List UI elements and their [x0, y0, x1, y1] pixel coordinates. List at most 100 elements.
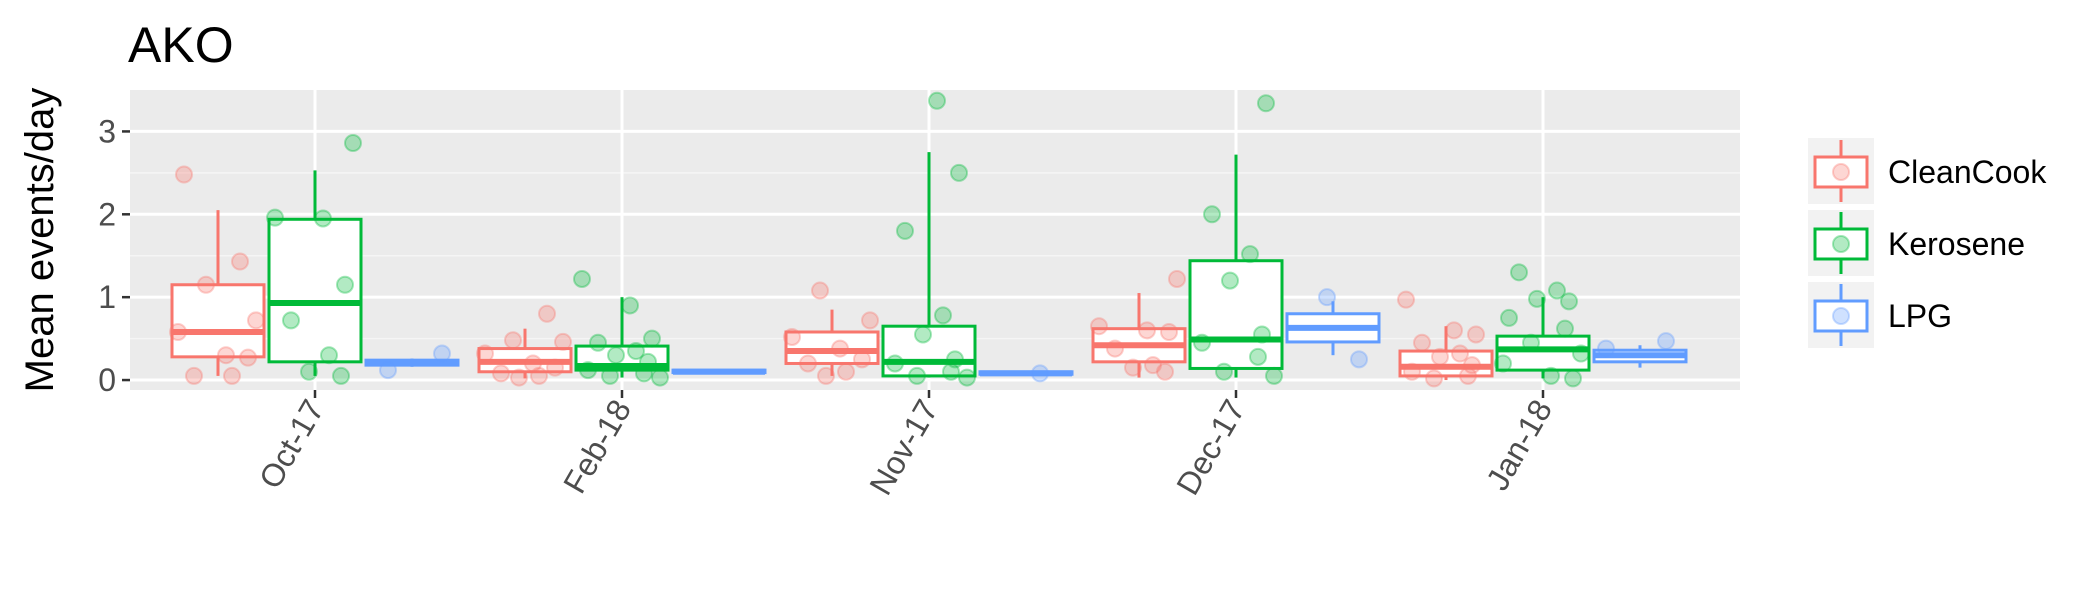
box-body — [170, 283, 266, 359]
data-point — [504, 331, 522, 350]
data-point — [1403, 362, 1421, 381]
data-point — [1548, 281, 1566, 300]
data-point — [607, 346, 625, 365]
box-body — [267, 217, 363, 364]
data-point — [1160, 322, 1178, 341]
data-point — [1031, 364, 1049, 383]
x-tick-label: Nov-17 — [862, 394, 945, 501]
legend-label: LPG — [1888, 298, 1952, 334]
data-point — [1459, 366, 1477, 385]
data-point — [589, 333, 607, 352]
jitter-points — [169, 91, 1675, 388]
data-point — [1397, 290, 1415, 309]
box-kerosene — [1188, 154, 1284, 378]
data-point — [1445, 321, 1463, 340]
data-point — [247, 311, 265, 330]
box-cleancook — [477, 328, 573, 379]
data-point — [601, 366, 619, 385]
data-point — [1556, 319, 1574, 338]
data-point — [524, 354, 542, 373]
legend: CleanCook Kerosene LPG — [1808, 138, 2047, 348]
data-point — [314, 209, 332, 228]
box-kerosene — [1495, 297, 1591, 379]
data-point — [1138, 321, 1156, 340]
data-point — [1510, 263, 1528, 282]
box-lpg — [1592, 345, 1688, 368]
box-body — [784, 330, 880, 365]
data-point — [1451, 344, 1469, 363]
data-point — [1090, 317, 1108, 336]
data-point — [639, 352, 657, 371]
data-point — [1241, 245, 1259, 264]
data-point — [896, 221, 914, 240]
data-point — [1597, 339, 1615, 358]
y-tick-label: 3 — [98, 113, 116, 149]
data-point — [579, 361, 597, 380]
data-point — [1657, 332, 1675, 351]
data-point — [886, 354, 904, 373]
box-cleancook — [1398, 326, 1494, 381]
data-point — [1564, 369, 1582, 388]
data-point — [231, 252, 249, 271]
box-body — [1398, 349, 1494, 378]
legend-key-kerosene — [1808, 210, 1874, 276]
x-tick-label: Feb-18 — [556, 394, 638, 500]
box-kerosene — [267, 170, 363, 376]
x-tick-label: Jan-18 — [1479, 394, 1559, 497]
data-point — [942, 362, 960, 381]
data-point — [1318, 288, 1336, 307]
data-point — [1144, 356, 1162, 375]
box-kerosene — [574, 297, 670, 378]
x-axis: Oct-17 Feb-18 Nov-17 Dec-17 Jan-18 — [252, 390, 1559, 501]
legend-key-lpg — [1808, 282, 1874, 348]
data-point — [336, 275, 354, 294]
legend-key-point — [1832, 307, 1850, 325]
data-point — [554, 332, 572, 351]
data-point — [476, 344, 494, 363]
data-point — [861, 311, 879, 330]
box-kerosene — [881, 152, 977, 378]
data-point — [817, 366, 835, 385]
legend-key-box — [1813, 299, 1869, 333]
data-point — [1193, 333, 1211, 352]
data-point — [1106, 339, 1124, 358]
box-body — [1188, 259, 1284, 370]
y-axis: 0 1 2 3 — [98, 113, 130, 398]
box-cleancook — [1091, 293, 1187, 378]
legend-key-point — [1832, 235, 1850, 253]
data-point — [627, 342, 645, 361]
data-point — [1431, 347, 1449, 366]
data-point — [1168, 269, 1186, 288]
data-point — [1560, 292, 1578, 311]
boxes — [170, 152, 1688, 381]
data-point — [1542, 366, 1560, 385]
data-point — [223, 366, 241, 385]
data-point — [1156, 362, 1174, 381]
data-point — [510, 368, 528, 387]
y-tick-label: 2 — [98, 196, 116, 232]
data-point — [1500, 308, 1518, 327]
data-point — [1467, 325, 1485, 344]
data-point — [1463, 356, 1481, 375]
data-point — [950, 163, 968, 182]
data-point — [530, 366, 548, 385]
data-point — [958, 368, 976, 387]
data-point — [837, 362, 855, 381]
data-point — [1253, 325, 1271, 344]
data-point — [1413, 333, 1431, 352]
data-point — [908, 366, 926, 385]
box-body — [1495, 334, 1591, 372]
legend-key-box — [1813, 227, 1869, 261]
data-point — [1572, 344, 1590, 363]
data-point — [433, 344, 451, 363]
data-point — [853, 350, 871, 369]
data-point — [217, 346, 235, 365]
data-point — [175, 165, 193, 184]
data-point — [1425, 369, 1443, 388]
data-point — [379, 361, 397, 380]
data-point — [635, 364, 653, 383]
data-point — [643, 329, 661, 348]
legend-key-point — [1832, 163, 1850, 181]
box-cleancook — [170, 210, 266, 376]
